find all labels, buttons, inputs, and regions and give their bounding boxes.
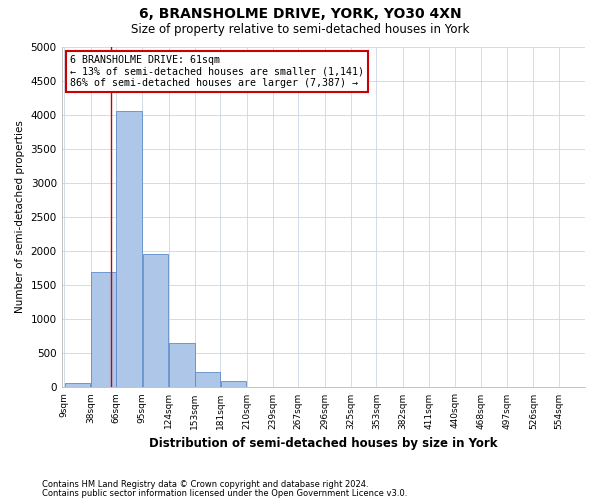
Bar bbox=[169, 343, 194, 388]
Bar bbox=[116, 112, 142, 388]
X-axis label: Distribution of semi-detached houses by size in York: Distribution of semi-detached houses by … bbox=[149, 437, 497, 450]
Bar bbox=[143, 254, 169, 388]
Text: 6, BRANSHOLME DRIVE, YORK, YO30 4XN: 6, BRANSHOLME DRIVE, YORK, YO30 4XN bbox=[139, 8, 461, 22]
Bar bbox=[195, 372, 220, 388]
Text: Size of property relative to semi-detached houses in York: Size of property relative to semi-detach… bbox=[131, 22, 469, 36]
Bar bbox=[65, 382, 91, 388]
Text: Contains HM Land Registry data © Crown copyright and database right 2024.: Contains HM Land Registry data © Crown c… bbox=[42, 480, 368, 489]
Text: 6 BRANSHOLME DRIVE: 61sqm
← 13% of semi-detached houses are smaller (1,141)
86% : 6 BRANSHOLME DRIVE: 61sqm ← 13% of semi-… bbox=[70, 55, 364, 88]
Bar bbox=[221, 380, 247, 388]
Bar bbox=[91, 272, 116, 388]
Y-axis label: Number of semi-detached properties: Number of semi-detached properties bbox=[15, 120, 25, 314]
Text: Contains public sector information licensed under the Open Government Licence v3: Contains public sector information licen… bbox=[42, 488, 407, 498]
